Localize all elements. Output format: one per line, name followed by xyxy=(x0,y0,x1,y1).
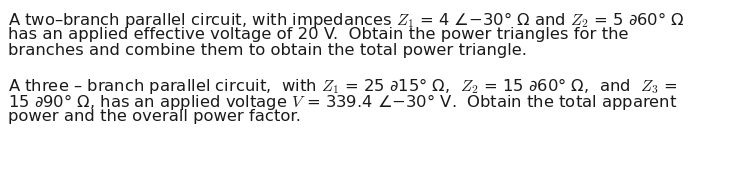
Text: A three – branch parallel circuit,  with $Z_1$ = 25 ∂15° Ω,  $Z_2$ = 15 ∂60° Ω, : A three – branch parallel circuit, with … xyxy=(8,76,677,96)
Text: has an applied effective voltage of 20 V.  Obtain the power triangles for the: has an applied effective voltage of 20 V… xyxy=(8,27,629,41)
Text: power and the overall power factor.: power and the overall power factor. xyxy=(8,109,301,124)
Text: branches and combine them to obtain the total power triangle.: branches and combine them to obtain the … xyxy=(8,43,527,58)
Text: 15 ∂90° Ω, has an applied voltage $V$ = 339.4 ∠−30° V.  Obtain the total apparen: 15 ∂90° Ω, has an applied voltage $V$ = … xyxy=(8,93,677,112)
Text: A two–branch parallel circuit, with impedances $Z_1$ = 4 ∠−30° Ω and $Z_2$ = 5 ∂: A two–branch parallel circuit, with impe… xyxy=(8,10,685,30)
